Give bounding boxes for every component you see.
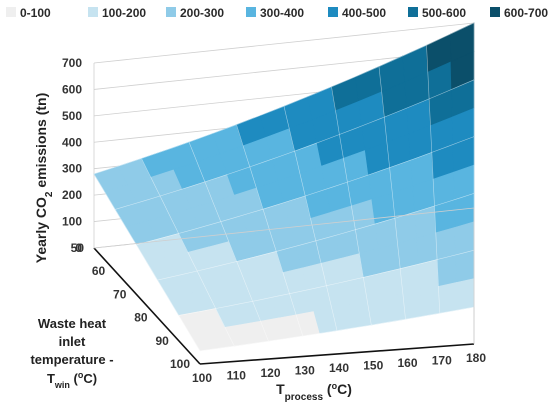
legend-entry-500-600: 500-600 bbox=[408, 6, 466, 20]
z-axis-title: Yearly CO2 emissions (tn) bbox=[33, 93, 55, 264]
legend-swatch bbox=[408, 7, 418, 17]
surface-cell bbox=[416, 232, 438, 265]
surface-cell bbox=[414, 205, 437, 239]
y-tick-label: 70 bbox=[113, 287, 127, 301]
surface-mesh-line bbox=[93, 173, 201, 351]
legend-entry-100-200: 100-200 bbox=[88, 6, 146, 20]
z-tick-label: 300 bbox=[62, 162, 82, 176]
legend-swatch bbox=[6, 7, 16, 17]
z-tick-label: 500 bbox=[62, 109, 82, 123]
z-axis-ticks: 0 100 200 300 400 500 600 700 bbox=[62, 56, 82, 255]
x-tick-label: 170 bbox=[432, 354, 452, 368]
legend-swatch bbox=[166, 7, 176, 17]
x-tick-label: 160 bbox=[397, 356, 417, 370]
y-axis-title-line-3: temperature - bbox=[30, 352, 113, 367]
legend-entry-400-500: 400-500 bbox=[328, 6, 386, 20]
surface-plot bbox=[93, 22, 475, 352]
surface-cell bbox=[399, 263, 421, 295]
surface-cell bbox=[381, 268, 404, 298]
surface-mesh-line bbox=[378, 66, 406, 320]
x-tick-label: 120 bbox=[260, 366, 280, 380]
legend-swatch bbox=[246, 7, 256, 17]
surface-mesh-line bbox=[426, 45, 441, 314]
x-axis-line bbox=[199, 343, 475, 365]
surface-mesh-line bbox=[157, 193, 475, 281]
y-tick-label: 90 bbox=[155, 334, 169, 348]
gridline-back-700 bbox=[93, 22, 475, 64]
legend-swatch bbox=[490, 7, 500, 17]
legend-label: 0-100 bbox=[20, 6, 51, 20]
surface-mesh-line bbox=[178, 249, 475, 316]
legend-entry-600-700: 600-700 bbox=[490, 6, 548, 20]
y-tick-label: 80 bbox=[134, 311, 148, 325]
y-axis-title-line-4: Twin (oC) bbox=[47, 370, 97, 390]
z-tick-label: 600 bbox=[62, 82, 82, 96]
x-tick-label: 180 bbox=[466, 351, 486, 365]
surface-cell bbox=[455, 249, 475, 283]
y-axis-title-line-2: inlet bbox=[59, 334, 86, 349]
surface-cell bbox=[384, 293, 406, 323]
surface-mesh-line bbox=[93, 22, 475, 175]
legend-swatch bbox=[328, 7, 338, 17]
surface-cell bbox=[438, 282, 458, 314]
y-tick-label: 50 bbox=[71, 241, 85, 255]
surface-mesh-line bbox=[136, 136, 475, 245]
y-axis-title: Waste heat inlet temperature - Twin (oC) bbox=[30, 316, 113, 390]
y-axis-line bbox=[93, 247, 201, 365]
x-tick-label: 100 bbox=[192, 371, 212, 385]
z-tick-label: 400 bbox=[62, 135, 82, 149]
floor-back-edge bbox=[93, 207, 475, 249]
floor-frame bbox=[93, 207, 475, 365]
legend-label: 500-600 bbox=[422, 6, 466, 20]
surface-cell bbox=[454, 221, 475, 256]
z-tick-label: 200 bbox=[62, 188, 82, 202]
legend-swatch bbox=[88, 7, 98, 17]
surface-mesh-line bbox=[331, 86, 372, 326]
legend-entry-300-400: 300-400 bbox=[246, 6, 304, 20]
legend-label: 200-300 bbox=[180, 6, 224, 20]
surface-cell bbox=[455, 278, 475, 311]
z-tick-label: 0 bbox=[75, 241, 82, 255]
x-axis-ticks: 100 110 120 130 140 150 160 170 180 bbox=[192, 351, 486, 385]
surface-cell bbox=[418, 259, 439, 291]
surface-cell bbox=[435, 227, 456, 260]
legend-entry-200-300: 200-300 bbox=[166, 6, 224, 20]
surface-cell bbox=[378, 243, 401, 274]
surface-mesh-line bbox=[115, 79, 475, 210]
surface-mesh-line bbox=[141, 158, 235, 347]
surface-mesh-line bbox=[283, 106, 338, 331]
surface-mesh-line bbox=[188, 141, 269, 342]
legend-label: 400-500 bbox=[342, 6, 386, 20]
x-axis-title: Tprocess (oC) bbox=[276, 381, 352, 403]
z-tick-label: 100 bbox=[62, 215, 82, 229]
z-tick-label: 700 bbox=[62, 56, 82, 70]
surface-cell bbox=[402, 289, 423, 320]
surface-cell bbox=[397, 237, 420, 270]
y-tick-label: 100 bbox=[170, 357, 190, 371]
x-tick-label: 110 bbox=[227, 369, 247, 383]
surface-mesh-line bbox=[236, 124, 304, 336]
chart-legend: 0-100 100-200 200-300 300-400 400-500 500-600… bbox=[6, 6, 548, 20]
legend-label: 300-400 bbox=[260, 6, 304, 20]
legend-label: 600-700 bbox=[504, 6, 548, 20]
legend-label: 100-200 bbox=[102, 6, 146, 20]
y-tick-label: 60 bbox=[92, 264, 106, 278]
x-tick-label: 140 bbox=[329, 361, 349, 375]
x-tick-label: 150 bbox=[363, 359, 383, 373]
x-tick-label: 130 bbox=[295, 364, 315, 378]
surface-cell bbox=[436, 254, 457, 287]
surface-cell bbox=[420, 286, 441, 317]
legend-entry-0-100: 0-100 bbox=[6, 6, 51, 20]
surface-mesh-line bbox=[199, 306, 475, 352]
y-axis-title-line-1: Waste heat bbox=[38, 316, 107, 331]
